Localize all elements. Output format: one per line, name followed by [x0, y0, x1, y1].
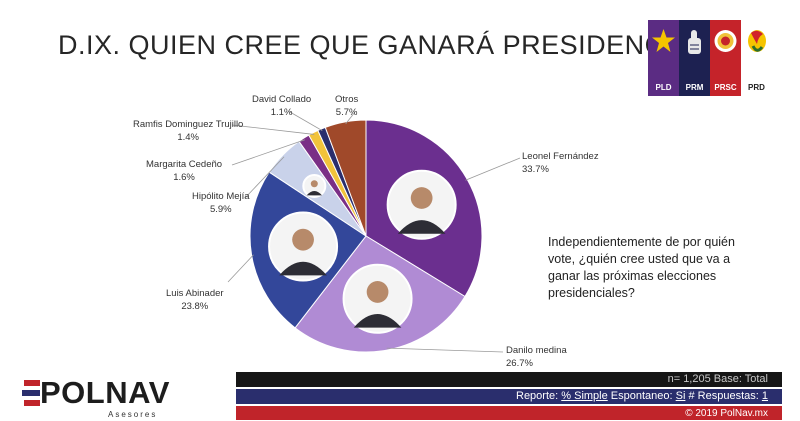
leader-line — [386, 347, 504, 353]
logo-text: POLNAV — [40, 375, 170, 410]
candidate-photo — [302, 173, 327, 198]
party-logo-prd: PRD — [741, 20, 772, 96]
leader-line — [465, 157, 521, 181]
pie-slice-otros — [324, 119, 367, 237]
leader-line — [227, 254, 254, 283]
leader-line — [231, 139, 305, 166]
slice-value: 1.4% — [177, 132, 199, 143]
footer-copyright-bar: © 2019 PolNav.mx — [236, 406, 782, 420]
slice-name: Danilo medina — [506, 345, 567, 356]
label-hipolito-mejia: Hipólito Mejía 5.9% — [192, 190, 250, 216]
party-logo-pld: PLD — [648, 20, 679, 96]
respuestas-label: # Respuestas: — [688, 390, 759, 402]
respuestas-value: 1 — [761, 390, 768, 402]
slice-name: Otros — [335, 94, 359, 105]
thumbs-up-icon — [688, 30, 701, 54]
slice-name: Ramfis Dominguez Trujillo — [133, 119, 244, 130]
espontaneo-value: Si — [675, 390, 686, 402]
party-label: PLD — [655, 83, 672, 92]
slice-value: 1.1% — [270, 107, 293, 118]
slice-name: David Collado — [252, 94, 312, 105]
slice-name: Luis Abinader — [166, 288, 224, 299]
slice-name: Hipólito Mejía — [192, 191, 250, 202]
label-ramfis-dominguez-trujillo: Ramfis Dominguez Trujillo 1.4% — [133, 118, 243, 144]
party-logo-prm: PRM — [679, 20, 710, 96]
party-logo-prsc: PRSC — [710, 20, 741, 96]
leader-line — [289, 111, 323, 132]
leader-line — [244, 156, 285, 199]
espontaneo-label: Espontaneo: — [610, 390, 673, 402]
candidate-photo — [268, 211, 339, 282]
party-label: PRM — [685, 83, 704, 92]
slice-value: 1.6% — [173, 172, 195, 183]
label-margarita-cedeno: Margarita Cedeño 1.6% — [146, 158, 222, 184]
label-otros: Otros 5.7% — [335, 93, 358, 119]
label-david-collado: David Collado 1.1% — [252, 93, 311, 119]
slice-value: 5.9% — [209, 204, 232, 215]
label-leonel-fernandez: Leonel Fernández 33.7% — [522, 150, 599, 176]
reporte-label: Reporte: — [516, 390, 559, 402]
logo-mark-icon — [22, 380, 40, 406]
slice-value: 26.7% — [506, 358, 533, 369]
label-luis-abinader: Luis Abinader 23.8% — [166, 287, 224, 313]
slice-name: Leonel Fernández — [522, 151, 599, 162]
footer-sample-bar: n= 1,205 Base: Total — [236, 372, 782, 387]
party-logos: PLD PRM PRSC PRD — [648, 20, 773, 96]
slice-name: Margarita Cedeño — [146, 159, 223, 170]
survey-question: Independientemente de por quién vote, ¿q… — [548, 235, 735, 300]
leader-line — [231, 124, 315, 135]
candidate-photo — [342, 263, 413, 334]
slice-value: 23.8% — [181, 301, 209, 312]
slice-value: 5.7% — [335, 107, 358, 118]
reporte-value: % Simple — [561, 390, 608, 402]
seal-icon — [714, 30, 737, 52]
rooster-icon — [748, 30, 766, 52]
logo-subtitle: Asesores — [108, 410, 158, 419]
leader-line — [345, 111, 356, 125]
label-danilo-medina: Danilo medina 26.7% — [506, 344, 567, 370]
star-icon — [652, 29, 675, 52]
footer-report-bar: Reporte: % Simple Espontaneo: Si # Respu… — [236, 389, 782, 404]
party-label: PRD — [748, 83, 765, 92]
candidate-photo — [386, 169, 457, 240]
slice-value: 33.7% — [522, 164, 549, 175]
sample-size: n= 1,205 Base: Total — [667, 373, 768, 385]
page-title: D.IX. QUIEN CREE QUE GANARÁ PRESIDENCIA — [58, 30, 692, 60]
copyright: © 2019 PolNav.mx — [685, 408, 768, 419]
party-label: PRSC — [714, 83, 737, 92]
